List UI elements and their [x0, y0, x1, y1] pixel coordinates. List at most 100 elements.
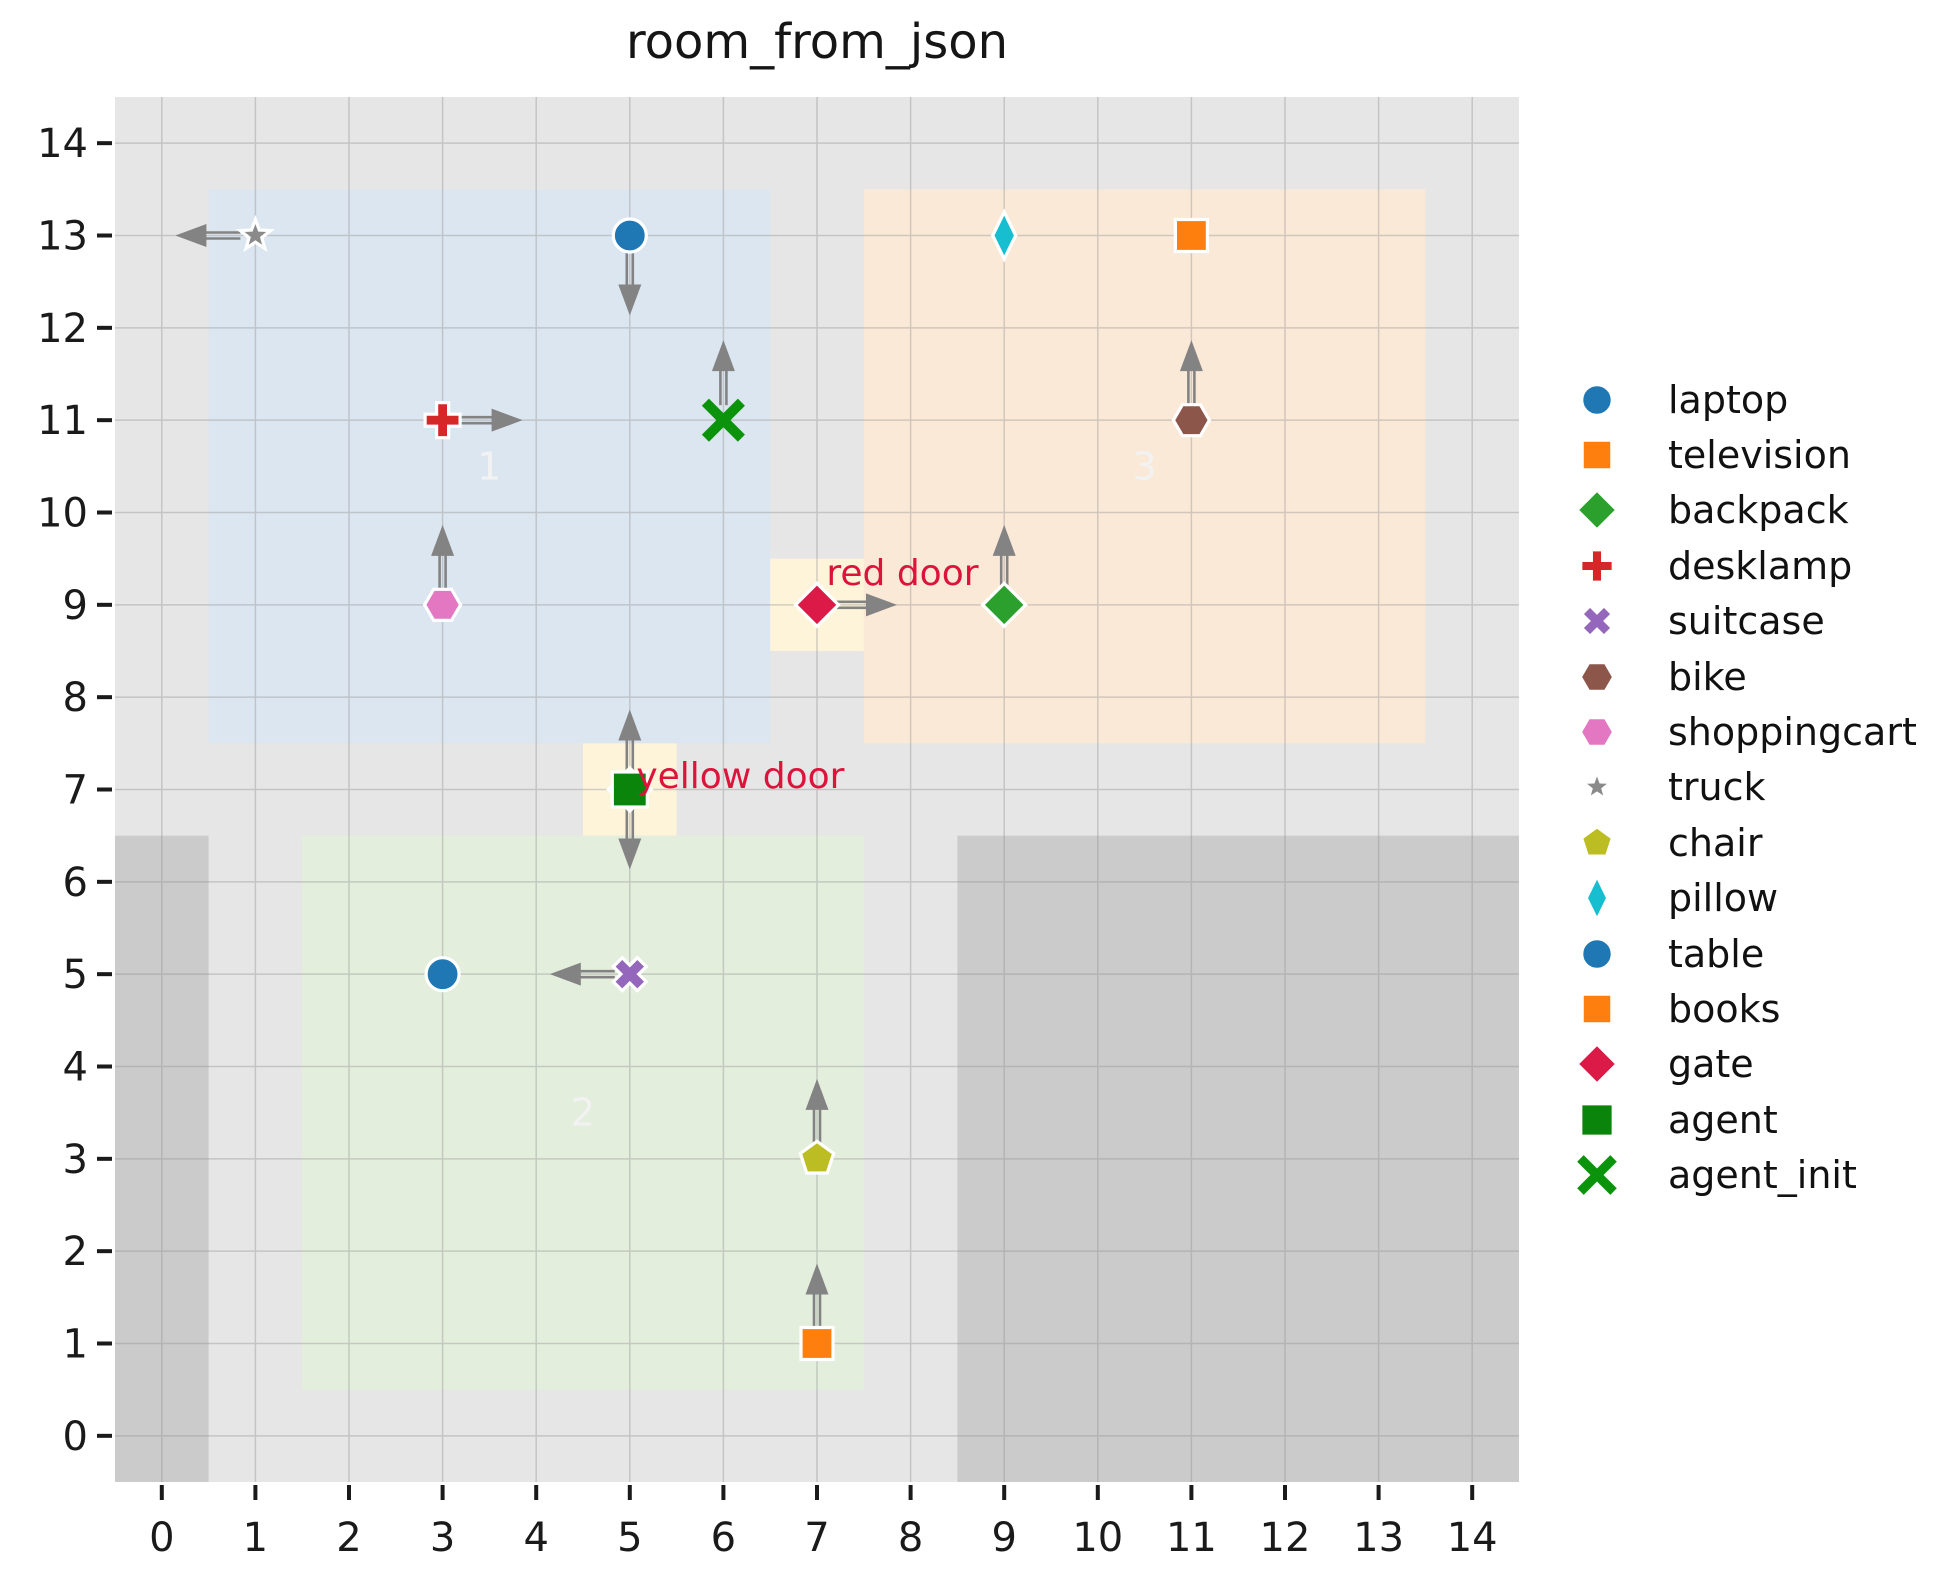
- gate-legend-glyph: [1575, 1042, 1619, 1087]
- suitcase-arrow: [549, 962, 615, 986]
- books-legend-glyph: [1580, 992, 1614, 1026]
- y-tick-label: 3: [63, 1137, 88, 1183]
- gate-marker-red-door: [793, 581, 841, 629]
- legend-item-laptop: laptop: [1574, 372, 1917, 427]
- x-tick-label: 14: [1447, 1515, 1498, 1561]
- pillow-legend-marker: [1584, 875, 1610, 922]
- suitcase-legend-marker: [1579, 604, 1615, 639]
- x-tick-label: 0: [149, 1515, 174, 1561]
- agent-legend-glyph: [1579, 1102, 1615, 1138]
- legend-label: gate: [1668, 1042, 1754, 1087]
- room-1-region: [208, 189, 771, 744]
- y-tick-label: 2: [63, 1229, 88, 1275]
- table-legend-marker: [1580, 936, 1614, 971]
- legend-item-bike: bike: [1574, 649, 1917, 704]
- television-legend-glyph: [1580, 438, 1614, 472]
- television-legend-marker: [1580, 438, 1614, 472]
- table-marker: [424, 956, 461, 993]
- agent-marker: [610, 770, 649, 809]
- legend-label: agent_init: [1668, 1153, 1857, 1198]
- agent_init-legend-glyph: [1577, 1155, 1617, 1195]
- legend-label: pillow: [1668, 876, 1779, 921]
- x-tick-label: 9: [991, 1515, 1016, 1561]
- x-tick-label: 2: [336, 1515, 361, 1561]
- legend-item-shoppingcart: shoppingcart: [1574, 704, 1917, 759]
- legend-label: agent: [1668, 1097, 1778, 1142]
- y-tick-label: 13: [37, 214, 88, 260]
- legend-label: backpack: [1668, 488, 1849, 533]
- y-tick-label: 5: [63, 952, 88, 998]
- desklamp-legend-glyph: [1579, 548, 1615, 584]
- legend-item-desklamp: desklamp: [1574, 538, 1917, 593]
- tick-marks: [97, 141, 1475, 1500]
- x-tick-label: 4: [523, 1515, 548, 1561]
- bike-legend-marker: [1578, 660, 1616, 693]
- agent-legend-marker: [1579, 1102, 1615, 1138]
- pillow-legend-glyph: [1584, 875, 1610, 922]
- gate-legend-marker: [1575, 1042, 1619, 1087]
- books-marker: [799, 1325, 835, 1362]
- y-tick-label: 8: [63, 675, 88, 721]
- bike-arrow: [1179, 340, 1203, 406]
- laptop-marker: [611, 217, 648, 254]
- x-tick-label: 6: [711, 1515, 736, 1561]
- legend: laptop television backpack desklamp suitcase…: [1574, 372, 1917, 1203]
- legend-item-suitcase: suitcase: [1574, 594, 1917, 649]
- chair-legend-marker: [1579, 824, 1615, 858]
- desklamp-legend-marker: [1579, 548, 1615, 584]
- laptop-legend-glyph: [1580, 383, 1614, 417]
- x-tick-label: 8: [898, 1515, 923, 1561]
- laptop-legend-marker: [1580, 383, 1614, 417]
- legend-item-backpack: backpack: [1574, 483, 1917, 538]
- legend-item-truck: truck: [1574, 760, 1917, 815]
- legend-item-books: books: [1574, 981, 1917, 1036]
- shoppingcart-legend-glyph: [1578, 716, 1616, 748]
- television-marker: [1173, 217, 1210, 254]
- legend-item-agent: agent: [1574, 1092, 1917, 1147]
- bike-marker: [1171, 403, 1212, 438]
- y-tick-label: 4: [63, 1045, 88, 1091]
- legend-label: suitcase: [1668, 599, 1825, 644]
- truck-arrow: [175, 224, 241, 247]
- chair-arrow: [805, 1078, 829, 1144]
- truck-legend-marker: [1578, 768, 1616, 803]
- chair-legend-glyph: [1579, 824, 1615, 858]
- legend-label: books: [1668, 986, 1781, 1031]
- legend-label: laptop: [1668, 377, 1789, 422]
- room-2-label: 2: [571, 1091, 595, 1135]
- backpack-arrow: [992, 524, 1016, 590]
- x-tick-label: 7: [804, 1515, 829, 1561]
- laptop-arrow: [618, 250, 642, 316]
- room-1-label: 1: [477, 444, 501, 488]
- agent_init-arrow: [711, 340, 735, 406]
- legend-item-table: table: [1574, 926, 1917, 981]
- door-label-yellow-door: yellow door: [636, 756, 844, 797]
- x-tick-label: 10: [1072, 1515, 1123, 1561]
- y-tick-label: 9: [63, 583, 88, 629]
- y-tick-label: 10: [37, 491, 88, 537]
- books-legend-marker: [1580, 992, 1614, 1026]
- blocked-region: [115, 835, 209, 1482]
- legend-label: desklamp: [1668, 543, 1853, 588]
- x-tick-label: 5: [617, 1515, 642, 1561]
- y-tick-label: 0: [63, 1414, 88, 1460]
- agent-arrow: [618, 709, 642, 775]
- truck-marker: [235, 214, 275, 253]
- pillow-marker: [990, 208, 1018, 263]
- legend-label: shoppingcart: [1668, 710, 1917, 755]
- desklamp-marker: [423, 401, 462, 440]
- table-legend-glyph: [1580, 936, 1614, 971]
- bike-legend-glyph: [1578, 660, 1616, 693]
- agent_init-legend-marker: [1577, 1155, 1617, 1195]
- y-tick-label: 6: [63, 860, 88, 906]
- y-tick-label: 12: [37, 306, 88, 352]
- blocked-region: [957, 835, 1519, 1482]
- truck-legend-glyph: [1578, 768, 1616, 803]
- legend-label: television: [1668, 433, 1851, 478]
- books-arrow: [805, 1263, 829, 1329]
- legend-label: chair: [1668, 820, 1763, 865]
- y-tick-label: 7: [63, 768, 88, 814]
- suitcase-legend-glyph: [1579, 604, 1615, 639]
- agent_init-marker: [701, 398, 745, 442]
